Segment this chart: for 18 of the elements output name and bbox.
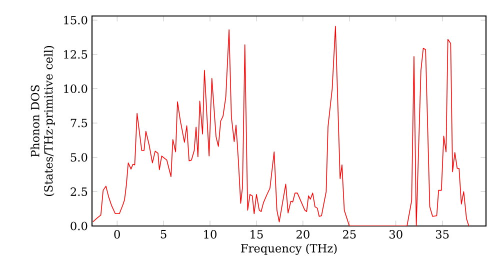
x-tick-label: 10 (204, 230, 216, 239)
y-axis-title: Phonon DOS (States/THz·primitive cell) (30, 46, 55, 196)
x-tick-label: 20 (296, 230, 310, 239)
y-tick-label: 2.5 (70, 187, 88, 196)
x-tick-label: 25 (342, 230, 356, 239)
y-tick-label: 15.0 (64, 16, 88, 24)
y-tick-label: 7.5 (70, 118, 88, 128)
x-tick-label: 0 (114, 230, 120, 239)
x-tick-label: 5 (160, 230, 166, 238)
y-tick-label: 0.0 (70, 222, 88, 230)
x-tick-label: 35 (436, 230, 449, 239)
y-tick-label: 10.0 (64, 84, 88, 94)
y-tick-label: 12.5 (64, 50, 88, 59)
x-axis-title: Frequency (THz) (241, 244, 337, 255)
x-tick-label: 15 (250, 230, 263, 239)
x-tick-label: 30 (390, 230, 402, 239)
line-series (92, 26, 470, 226)
y-tick-label: 5.0 (70, 153, 88, 162)
